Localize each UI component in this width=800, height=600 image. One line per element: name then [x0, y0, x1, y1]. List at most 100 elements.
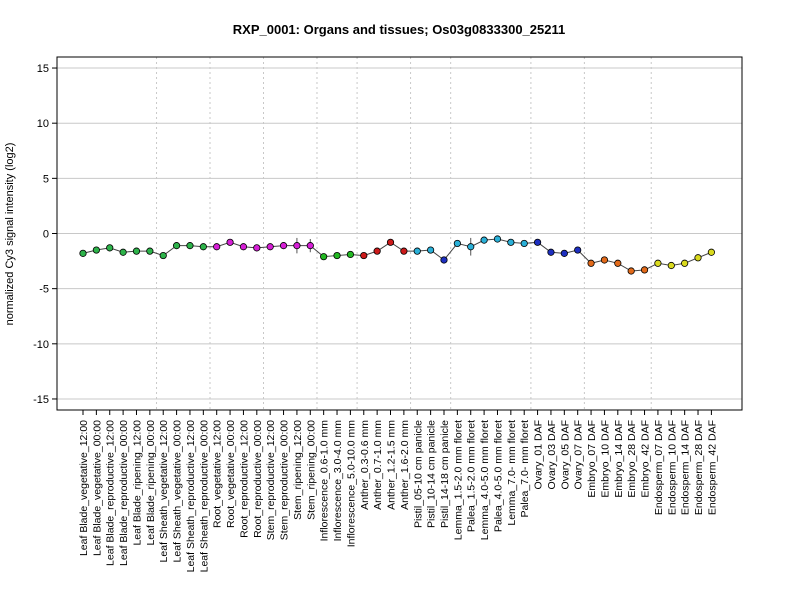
x-tick-label: Inflorescence_5.0-10.0 mm	[345, 420, 357, 547]
x-tick-label: Palea_7.0- mm floret	[519, 420, 531, 518]
x-tick-label: Pistil_05-10 cm panicle	[412, 420, 424, 528]
x-tick-label: Root_vegetative_00:00	[225, 420, 237, 528]
x-tick-label: Endosperm_10 DAF	[666, 420, 678, 515]
y-axis-label: normalized Cy3 signal intensity (log2)	[4, 143, 16, 326]
data-point	[453, 239, 461, 248]
x-tick-label: Embryo_07 DAF	[586, 420, 598, 498]
data-point	[306, 242, 314, 250]
y-tick-label: 0	[43, 229, 49, 241]
y-axis: -15 -10 -5 0 5 10 15	[33, 63, 57, 406]
data-point	[707, 248, 715, 256]
chart-title: RXP_0001: Organs and tissues; Os03g08333…	[233, 22, 565, 37]
x-tick-label: Anther_0.7-1.0 mm	[372, 420, 384, 510]
data-point	[132, 247, 141, 255]
x-tick-label: Ovary_03 DAF	[546, 420, 558, 489]
data-point	[119, 248, 127, 256]
x-tick-label: Leaf Blade_ripening_00:00	[145, 420, 157, 546]
data-point	[146, 247, 154, 255]
x-tick-label: Anther_1.6-2.0 mm	[399, 420, 411, 510]
y-tick-label: -15	[33, 394, 49, 406]
data-point	[413, 247, 421, 255]
x-tick-label: Embryo_42 DAF	[640, 420, 652, 498]
x-tick-label: Pistil_10-14 cm panicle	[426, 420, 438, 528]
y-tick-label: 15	[37, 63, 49, 75]
x-tick-label: Root_vegetative_12:00	[212, 420, 224, 528]
x-tick-label: Ovary_07 DAF	[573, 420, 585, 489]
x-tick-label: Stem_reproductive_12:00	[265, 420, 277, 540]
data-point	[507, 238, 515, 246]
x-tick-label: Lemma_4.0-5.0 mm floret	[479, 420, 491, 540]
x-tick-label: Embryo_10 DAF	[599, 420, 611, 498]
data-point	[293, 242, 301, 250]
data-point	[440, 256, 448, 264]
data-point	[386, 238, 395, 246]
x-tick-label: Leaf Blade_vegetative_12:00	[78, 420, 90, 556]
data-point	[694, 254, 702, 262]
x-tick-label: Root_reproductive_00:00	[252, 420, 264, 538]
x-tick-label: Embryo_14 DAF	[613, 420, 625, 498]
x-tick-label: Leaf Sheath_vegetative_12:00	[158, 420, 170, 563]
data-point	[172, 242, 181, 250]
x-tick-label: Leaf Sheath_reproductive_00:00	[198, 420, 210, 573]
x-tick-label: Endosperm_14 DAF	[680, 420, 692, 515]
data-point	[560, 249, 568, 257]
x-tick-label: Inflorescence_0.6-1.0 mm	[319, 420, 331, 542]
x-tick-label: Leaf Blade_vegetative_00:00	[91, 420, 103, 556]
x-tick-label: Leaf Blade_reproductive_12:00	[105, 420, 117, 566]
data-point	[320, 253, 328, 261]
x-tick-label: Inflorescence_3.0-4.0 mm	[332, 420, 344, 542]
data-point	[533, 238, 542, 246]
y-tick-label: 10	[37, 118, 49, 130]
data-point	[199, 243, 207, 251]
data-point	[480, 236, 488, 244]
x-tick-label: Stem_ripening_00:00	[305, 420, 317, 520]
y-tick-label: -10	[33, 339, 49, 351]
data-point	[600, 256, 609, 264]
data-point	[106, 244, 114, 252]
data-point	[640, 266, 649, 274]
data-point	[667, 261, 675, 270]
data-point	[467, 243, 475, 251]
data-point	[92, 246, 100, 254]
data-point	[627, 267, 635, 275]
x-tick-label: Palea_1.5-2.0 mm floret	[466, 420, 478, 532]
data-point	[493, 235, 502, 243]
x-tick-label: Leaf Sheath_vegetative_00:00	[172, 420, 184, 563]
x-tick-label: Endosperm_07 DAF	[653, 420, 665, 515]
data-point	[400, 247, 408, 255]
x-tick-label: Lemma_1.5-2.0 mm floret	[452, 420, 464, 540]
x-tick-label: Lemma_7.0- mm floret	[506, 420, 518, 526]
grid-layer	[57, 57, 742, 410]
data-point	[373, 247, 381, 255]
data-point	[681, 259, 689, 267]
data-point	[333, 251, 341, 260]
data-point	[279, 242, 288, 250]
x-tick-label: Pistil_14-18 cm panicle	[439, 420, 451, 528]
x-tick-label: Endosperm_28 DAF	[693, 420, 705, 515]
x-tick-label: Anther_0.3-0.6 mm	[359, 420, 371, 510]
data-point	[213, 243, 221, 251]
data-point	[266, 243, 274, 251]
y-tick-label: -5	[39, 284, 49, 296]
data-point	[79, 249, 87, 257]
x-tick-label: Stem_reproductive_00:00	[279, 420, 291, 540]
x-tick-label: Anther_1.2-1.5 mm	[386, 420, 398, 510]
data-point	[186, 242, 194, 250]
data-point	[346, 250, 354, 259]
x-tick-label: Embryo_28 DAF	[626, 420, 638, 498]
x-tick-label: Palea_4.0-5.0 mm floret	[492, 420, 504, 532]
y-tick-label: 5	[43, 173, 49, 185]
data-point	[427, 246, 435, 254]
data-point	[159, 251, 167, 260]
x-tick-label: Ovary_05 DAF	[559, 420, 571, 489]
x-tick-label: Leaf Sheath_reproductive_12:00	[185, 420, 197, 573]
data-point	[574, 246, 582, 254]
x-tick-label: Root_reproductive_12:00	[238, 420, 250, 538]
data-point	[253, 244, 261, 252]
x-tick-label: Endosperm_42 DAF	[706, 420, 718, 515]
data-point-layer	[79, 235, 715, 275]
x-axis: Leaf Blade_vegetative_12:00 Leaf Blade_ve…	[78, 410, 718, 572]
data-point	[654, 259, 662, 267]
data-point	[587, 259, 595, 267]
